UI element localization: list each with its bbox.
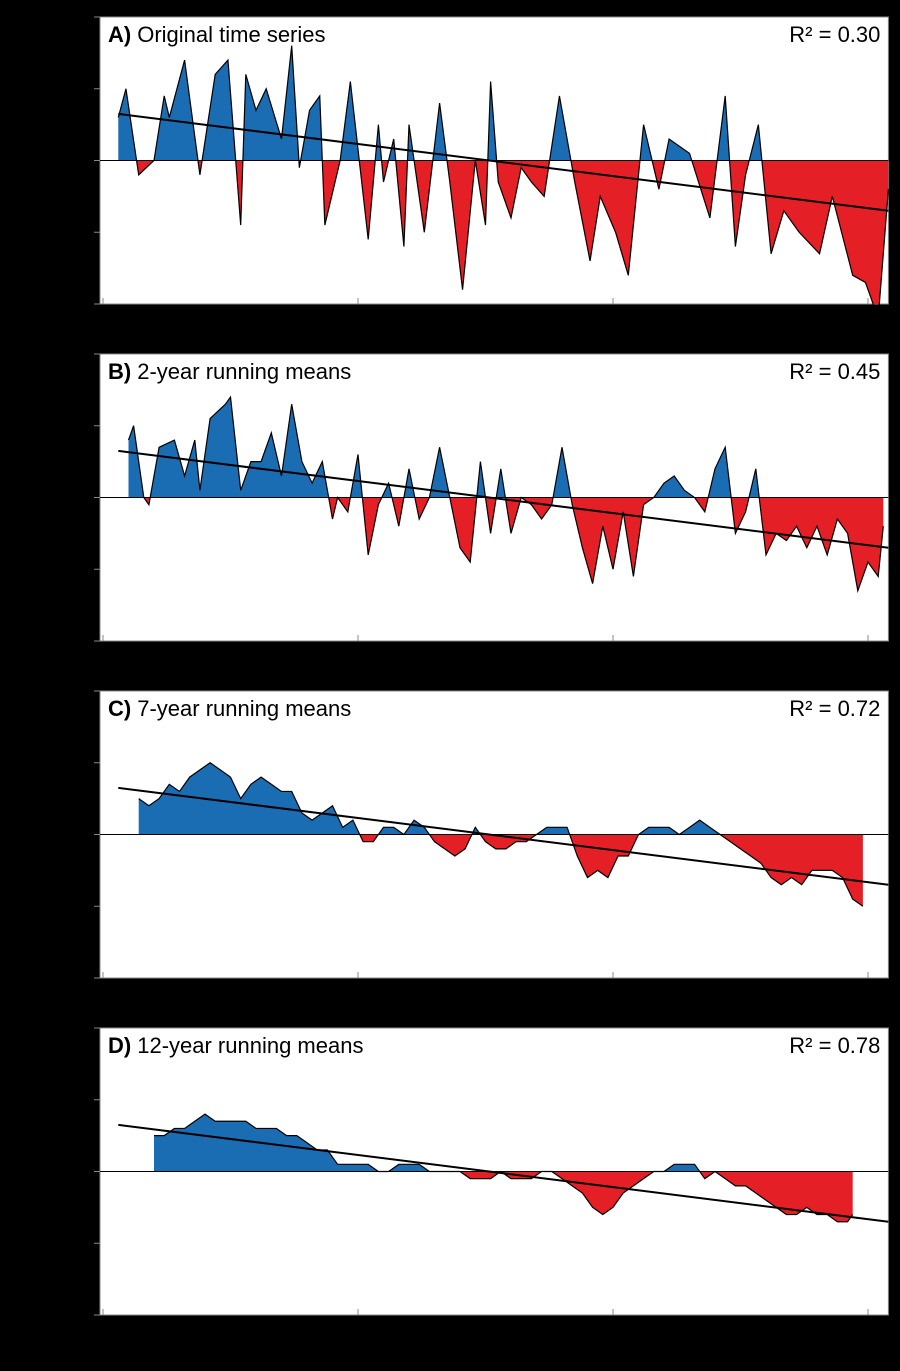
panel-label: A): [108, 22, 131, 47]
panel-title: B) 2-year running means: [108, 359, 351, 384]
y-tick-label: -10: [67, 897, 90, 914]
x-axis-label: Year: [466, 1340, 510, 1365]
panel-label: C): [108, 696, 131, 721]
r-squared: R² = 0.45: [789, 359, 880, 384]
y-tick-label: 20: [72, 1019, 90, 1036]
positive-area: [138, 762, 863, 835]
y-tick-label: 20: [72, 682, 90, 699]
y-tick-label: 10: [72, 754, 90, 771]
panel-label: D): [108, 1033, 131, 1058]
r-squared: R² = 0.78: [789, 1033, 880, 1058]
y-tick-label: -20: [67, 1306, 90, 1323]
y-tick-label: 10: [72, 417, 90, 434]
series-line: [117, 45, 889, 319]
y-axis-label: Residual of ice breakup date: [16, 526, 41, 805]
y-tick-label: 0: [81, 826, 90, 843]
y-tick-label: 10: [72, 1091, 90, 1108]
y-tick-label: 0: [81, 152, 90, 169]
trend-line: [118, 1123, 889, 1223]
negative-area: [128, 497, 884, 591]
y-tick-label: 20: [72, 8, 90, 25]
trend-line: [118, 786, 889, 886]
panel-label: B): [108, 359, 131, 384]
panel-title: A) Original time series: [108, 22, 326, 47]
y-tick-label: -20: [67, 632, 90, 649]
series-line: [138, 762, 864, 907]
positive-area: [118, 45, 889, 161]
x-tick-label: 2000: [849, 1329, 887, 1348]
y-tick-label: 20: [72, 345, 90, 362]
y-tick-label: -20: [67, 295, 90, 312]
y-tick-label: -10: [67, 560, 90, 577]
y-tick-label: 10: [72, 80, 90, 97]
panel-name: Original time series: [137, 22, 325, 47]
panel-name: 7-year running means: [137, 696, 351, 721]
series-line: [154, 1113, 854, 1223]
y-tick-label: 0: [81, 489, 90, 506]
panel-name: 2-year running means: [137, 359, 351, 384]
r-squared: R² = 0.72: [789, 696, 880, 721]
y-tick-label: -20: [67, 969, 90, 986]
series-line: [127, 395, 884, 594]
x-tick-label: 1950: [594, 1329, 632, 1348]
x-tick-label: 1850: [84, 1329, 122, 1348]
positive-area: [154, 1114, 853, 1172]
y-tick-label: -10: [67, 1234, 90, 1251]
panel-title: C) 7-year running means: [108, 696, 351, 721]
y-tick-label: -10: [67, 223, 90, 240]
y-tick-label: 0: [81, 1163, 90, 1180]
r-squared: R² = 0.30: [789, 22, 880, 47]
panel-name: 12-year running means: [137, 1033, 363, 1058]
panel-title: D) 12-year running means: [108, 1033, 363, 1058]
trend-line: [118, 449, 889, 549]
negative-area: [154, 1171, 853, 1222]
negative-area: [118, 160, 889, 304]
trend-line: [118, 112, 889, 212]
x-tick-label: 1900: [339, 1329, 377, 1348]
